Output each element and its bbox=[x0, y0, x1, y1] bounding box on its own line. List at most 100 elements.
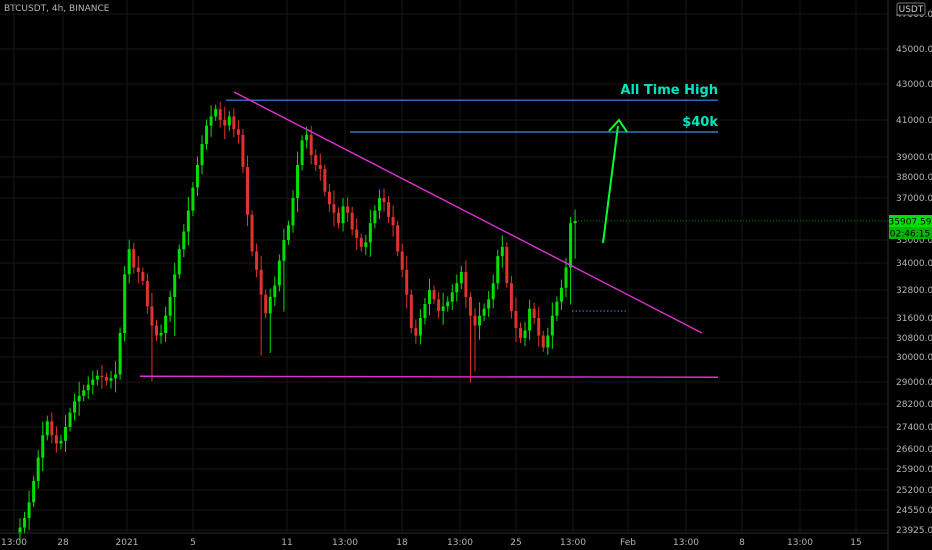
candle-body bbox=[464, 272, 468, 297]
candle-body bbox=[364, 242, 368, 247]
candle-body bbox=[236, 129, 240, 135]
candle-body bbox=[100, 375, 104, 377]
candle-body bbox=[277, 260, 281, 286]
currency-label: USDT bbox=[899, 5, 924, 15]
candle-body bbox=[104, 377, 108, 381]
y-tick-label: 25200.00 bbox=[896, 486, 932, 496]
candle-body bbox=[173, 274, 177, 297]
candle-body bbox=[205, 125, 209, 145]
candle-body bbox=[437, 299, 441, 311]
candle-body bbox=[432, 290, 436, 300]
candle-body bbox=[459, 272, 463, 284]
y-tick-label: 37000.00 bbox=[896, 194, 932, 204]
candle-body bbox=[550, 315, 554, 336]
x-tick-label: 2021 bbox=[116, 538, 139, 548]
candle-body bbox=[418, 318, 422, 336]
candle-body bbox=[59, 440, 63, 444]
y-tick-label: 31600.00 bbox=[896, 314, 932, 324]
candle-body bbox=[95, 375, 99, 380]
candle-body bbox=[528, 308, 532, 331]
x-tick-label: 5 bbox=[190, 538, 196, 548]
candle-body bbox=[523, 330, 527, 338]
candle-body bbox=[500, 246, 504, 257]
candle-body bbox=[409, 294, 413, 328]
candle-body bbox=[145, 281, 149, 307]
candle-body bbox=[50, 421, 54, 436]
last-price-badge: 35907.59 02:46:15 bbox=[889, 215, 932, 240]
candle-body bbox=[537, 318, 541, 336]
candle-body bbox=[41, 435, 45, 458]
x-tick-label: 28 bbox=[57, 538, 69, 548]
candle-body bbox=[327, 191, 331, 205]
candle-body bbox=[382, 198, 386, 203]
x-tick-label: 25 bbox=[510, 538, 521, 548]
candle-body bbox=[350, 212, 354, 230]
candlestick-series bbox=[18, 101, 577, 544]
candle-body bbox=[82, 390, 86, 396]
y-tick-label: 34000.00 bbox=[896, 259, 932, 269]
x-tick-label: 13:00 bbox=[560, 538, 586, 548]
candle-body bbox=[32, 481, 36, 503]
candle-body bbox=[519, 328, 522, 338]
y-tick-label: 30000.00 bbox=[896, 353, 932, 363]
candle-body bbox=[227, 116, 231, 126]
x-tick-label: 15 bbox=[850, 538, 861, 548]
candle-body bbox=[496, 256, 500, 284]
x-tick-label: Feb bbox=[620, 538, 636, 548]
candle-body bbox=[27, 502, 31, 518]
candle-body bbox=[541, 335, 545, 348]
candle-body bbox=[214, 109, 218, 117]
candle-body bbox=[136, 267, 140, 272]
descending-trendline bbox=[233, 91, 703, 334]
candle-body bbox=[423, 304, 427, 318]
y-tick-label: 45000.00 bbox=[896, 45, 932, 55]
resistance-40k-label: $40k bbox=[682, 115, 718, 130]
candle-body bbox=[564, 267, 568, 288]
candle-body bbox=[400, 251, 404, 270]
candle-body bbox=[114, 374, 118, 379]
x-axis: 13:00 28 2021 5 11 13:00 18 13:00 25 13:00 Feb 13:0… bbox=[0, 532, 888, 548]
y-tick-label: 23925.00 bbox=[896, 526, 932, 536]
candle-body bbox=[246, 167, 249, 215]
candle-body bbox=[323, 169, 327, 192]
y-tick-label: 38000.00 bbox=[896, 173, 932, 183]
candle-body bbox=[514, 311, 518, 328]
y-tick-label: 27400.00 bbox=[896, 423, 932, 433]
candle-body bbox=[546, 335, 550, 348]
candle-body bbox=[91, 379, 95, 385]
candle-body bbox=[250, 214, 254, 252]
candle-body bbox=[268, 297, 272, 314]
candle-body bbox=[405, 269, 409, 295]
candle-body bbox=[455, 283, 459, 293]
candle-body bbox=[314, 155, 318, 165]
projection-arrow-head bbox=[608, 118, 628, 133]
candle-body bbox=[259, 269, 263, 295]
symbol-title: BTCUSDT, 4h, BINANCE bbox=[4, 4, 110, 14]
candle-body bbox=[309, 134, 313, 156]
candle-body bbox=[127, 249, 131, 275]
candle-body bbox=[168, 297, 172, 316]
x-tick-label: 8 bbox=[739, 538, 745, 548]
y-tick-label: 28200.00 bbox=[896, 400, 932, 410]
y-tick-label: 30800.00 bbox=[896, 334, 932, 344]
candle-body bbox=[77, 395, 81, 402]
candle-body bbox=[468, 297, 472, 316]
candle-body bbox=[73, 401, 77, 413]
last-price-label: 35907.59 bbox=[889, 218, 932, 228]
candle-body bbox=[318, 165, 322, 169]
candle-body bbox=[118, 333, 122, 375]
x-tick-label: 11 bbox=[281, 538, 292, 548]
y-tick-label: 26600.00 bbox=[896, 445, 932, 455]
candle-body bbox=[296, 165, 300, 198]
candle-body bbox=[387, 202, 391, 217]
candle-body bbox=[191, 187, 195, 211]
candle-body bbox=[569, 223, 573, 268]
candle-body bbox=[150, 306, 154, 326]
candle-body bbox=[359, 237, 363, 247]
candle-body bbox=[305, 134, 309, 141]
candle-body bbox=[200, 144, 204, 165]
candle-body bbox=[509, 283, 513, 311]
x-tick-label: 18 bbox=[396, 538, 408, 548]
candle-body bbox=[232, 116, 236, 130]
